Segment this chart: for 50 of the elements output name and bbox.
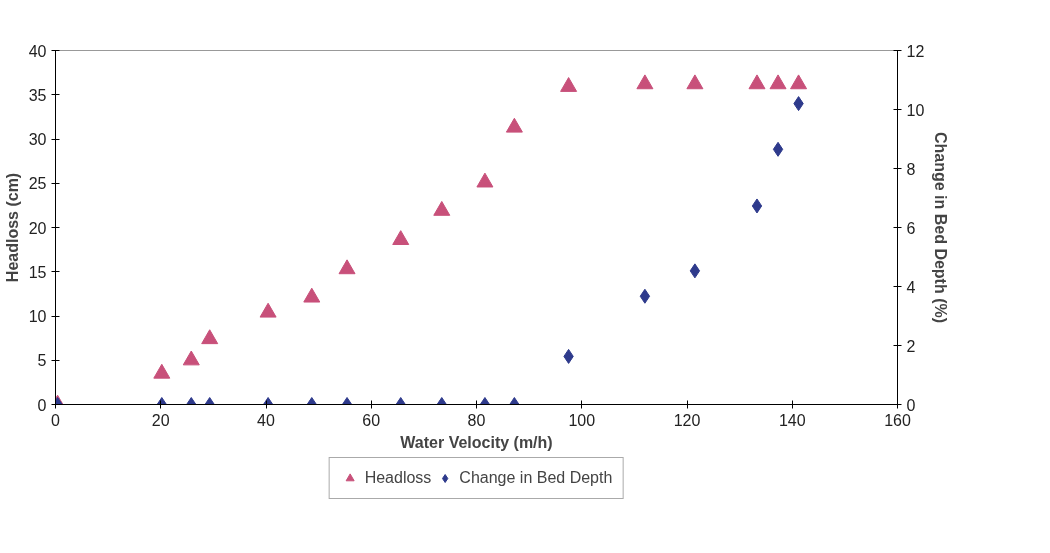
y-tick-label: 40 — [28, 42, 47, 60]
point — [790, 74, 808, 90]
y2-tick-label: 10 — [906, 101, 925, 119]
point — [751, 198, 763, 214]
x-tick-label: 20 — [151, 411, 170, 429]
y2-tick-label: 4 — [906, 278, 916, 296]
y-tick-label: 5 — [37, 352, 47, 370]
point — [476, 172, 494, 188]
point — [201, 329, 219, 345]
y2-tick-label: 6 — [906, 219, 916, 237]
y-tick-label: 25 — [28, 175, 47, 193]
x-tick-label: 40 — [257, 411, 275, 429]
y-tick-label: 0 — [37, 396, 47, 414]
point — [338, 259, 356, 275]
point — [259, 302, 277, 318]
y2-tick-label: 8 — [906, 160, 916, 178]
y-tick-label: 30 — [28, 131, 47, 148]
point — [153, 363, 171, 379]
y2-tick-label: 0 — [906, 396, 916, 414]
x-tick-label: 140 — [778, 411, 806, 429]
point — [505, 117, 523, 133]
point — [639, 288, 651, 304]
point — [772, 141, 784, 157]
point — [392, 230, 410, 246]
y-tick-label: 35 — [28, 86, 47, 104]
x-tick-label: 0 — [51, 411, 61, 429]
point — [748, 74, 766, 90]
y2-axis-title: Change in Bed Depth (%) — [932, 131, 950, 324]
point — [636, 74, 654, 90]
x-axis-title: Water Velocity (m/h) — [400, 433, 553, 451]
y-tick-label: 15 — [28, 263, 47, 281]
point — [769, 74, 787, 90]
point — [689, 263, 701, 279]
y2-tick-label: 2 — [906, 337, 916, 355]
point — [182, 350, 200, 366]
x-tick-label: 80 — [467, 411, 486, 429]
y-tick-label: 10 — [28, 308, 47, 325]
legend-label: Headloss — [364, 469, 432, 487]
point — [303, 287, 321, 303]
point — [686, 74, 704, 90]
x-tick-label: 100 — [568, 411, 596, 429]
y-axis-title: Headloss (cm) — [3, 172, 21, 283]
x-tick-label: 160 — [884, 411, 911, 429]
y-tick-label: 20 — [28, 219, 47, 237]
x-tick-label: 60 — [362, 411, 381, 429]
point — [433, 200, 451, 216]
y2-tick-label: 12 — [906, 42, 925, 60]
point — [560, 77, 578, 92]
legend-label: Change in Bed Depth — [459, 469, 613, 487]
x-tick-label: 120 — [673, 411, 701, 429]
